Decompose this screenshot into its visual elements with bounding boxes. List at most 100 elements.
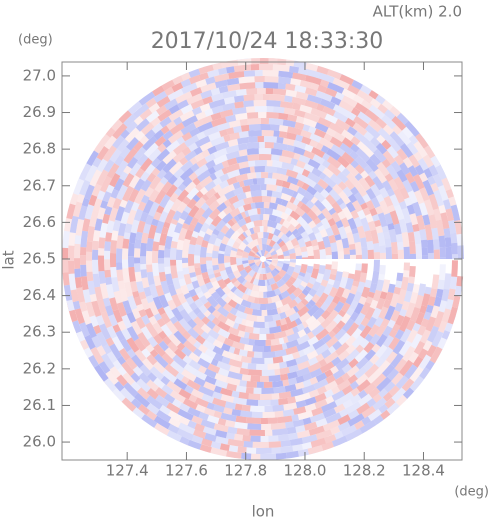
echo-segment xyxy=(283,255,291,259)
echo-segment xyxy=(398,218,408,233)
echo-segment xyxy=(187,318,197,329)
echo-segment xyxy=(84,334,96,350)
echo-segment xyxy=(238,180,245,188)
echo-segment xyxy=(232,280,241,288)
echo-segment xyxy=(236,255,243,259)
echo-segment xyxy=(213,237,223,247)
echo-segment xyxy=(249,277,255,284)
echo-segment xyxy=(294,232,301,238)
echo-segment xyxy=(258,297,269,305)
echo-segment xyxy=(131,354,144,369)
echo-segment xyxy=(357,323,366,332)
echo-segment xyxy=(308,344,316,353)
echo-segment xyxy=(246,241,255,250)
echo-segment xyxy=(198,64,214,75)
echo-segment xyxy=(259,141,265,149)
echo-segment xyxy=(241,318,247,326)
echo-segment xyxy=(247,208,258,217)
echo-segment xyxy=(234,303,241,310)
echo-segment xyxy=(229,207,241,218)
echo-segment xyxy=(86,225,95,242)
echo-segment xyxy=(191,280,200,290)
echo-segment xyxy=(368,387,381,399)
echo-segment xyxy=(183,363,197,375)
echo-segment xyxy=(379,252,386,259)
echo-segment xyxy=(305,62,319,72)
echo-segment xyxy=(333,313,343,325)
echo-segment xyxy=(193,118,204,128)
echo-segment xyxy=(304,285,312,292)
echo-segment xyxy=(412,356,424,368)
echo-segment xyxy=(123,147,138,164)
echo-segment xyxy=(384,305,396,321)
echo-segment xyxy=(354,164,365,175)
echo-segment xyxy=(97,298,107,314)
echo-segment xyxy=(319,361,335,374)
echo-segment xyxy=(201,115,213,125)
echo-segment xyxy=(164,86,175,96)
echo-segment xyxy=(176,201,188,214)
echo-segment xyxy=(225,163,240,173)
echo-segment xyxy=(191,294,200,302)
echo-segment xyxy=(141,414,158,428)
echo-segment xyxy=(337,181,348,191)
echo-segment xyxy=(248,393,261,400)
echo-segment xyxy=(394,302,403,313)
echo-segment xyxy=(375,117,387,129)
echo-segment xyxy=(212,264,220,271)
echo-segment xyxy=(157,143,167,153)
echo-segment xyxy=(401,300,410,311)
echo-segment xyxy=(304,112,320,123)
echo-segment xyxy=(182,196,191,206)
echo-segment xyxy=(454,219,463,235)
echo-segment xyxy=(235,258,243,266)
echo-segment xyxy=(198,344,208,354)
echo-segment xyxy=(291,414,299,422)
plot-frame xyxy=(61,61,463,461)
echo-segment xyxy=(265,88,274,95)
echo-segment xyxy=(197,357,211,369)
echo-segment xyxy=(307,445,324,455)
echo-segment xyxy=(384,238,392,248)
echo-segment xyxy=(262,219,265,226)
echo-segment xyxy=(227,326,240,336)
echo-segment xyxy=(108,207,119,222)
echo-segment xyxy=(295,192,305,202)
echo-segment xyxy=(349,285,358,295)
echo-segment xyxy=(307,158,321,170)
echo-segment xyxy=(332,295,341,305)
echo-segment xyxy=(255,253,261,258)
echo-segment xyxy=(109,253,117,268)
echo-segment xyxy=(252,265,258,271)
echo-segment xyxy=(309,133,322,143)
echo-segment xyxy=(161,369,178,384)
echo-segment xyxy=(169,390,186,404)
echo-segment xyxy=(194,397,209,408)
echo-segment xyxy=(367,220,377,231)
echo-segment xyxy=(295,375,305,384)
echo-segment xyxy=(207,145,218,155)
echo-segment xyxy=(205,76,216,85)
echo-segment xyxy=(380,346,394,362)
echo-segment xyxy=(181,82,198,95)
echo-segment xyxy=(371,343,381,353)
echo-segment xyxy=(426,344,437,358)
echo-segment xyxy=(301,288,310,297)
echo-segment xyxy=(438,204,447,214)
echo-segment xyxy=(297,360,311,371)
echo-segment xyxy=(280,101,294,109)
echo-segment xyxy=(292,326,300,334)
x-tick-label: 128.4 xyxy=(402,462,445,480)
echo-segment xyxy=(317,224,325,232)
echo-segment xyxy=(285,59,295,67)
echo-segment xyxy=(177,99,189,110)
echo-segment xyxy=(445,208,455,222)
echo-segment xyxy=(279,225,290,235)
echo-segment xyxy=(199,284,209,294)
echo-segment xyxy=(226,77,240,86)
echo-segment xyxy=(216,334,226,344)
echo-segment xyxy=(194,298,204,309)
echo-segment xyxy=(354,102,369,115)
echo-segment xyxy=(112,123,128,140)
echo-segment xyxy=(403,262,410,271)
